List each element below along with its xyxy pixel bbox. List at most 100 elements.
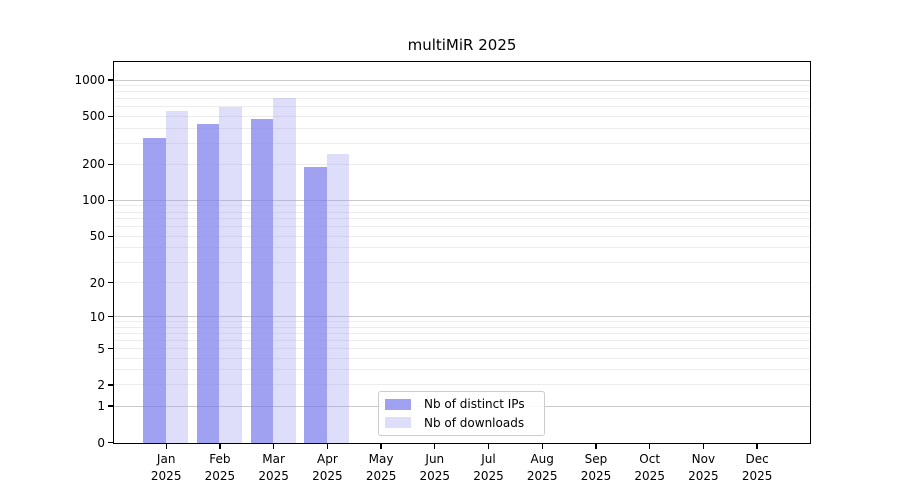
x-axis-tick-mark	[326, 444, 329, 449]
x-axis-tick-label-dec: Dec 2025	[742, 451, 773, 485]
x-tick-month-line: Mar	[262, 452, 285, 466]
gridline-minor	[114, 106, 810, 108]
gridline-minor	[114, 211, 810, 213]
y-axis-tick-label: 5	[97, 341, 105, 356]
x-axis-tick-mark	[702, 444, 705, 449]
gridline-major	[114, 316, 810, 318]
y-axis-tick-mark	[108, 282, 113, 284]
y-axis-tick-mark	[108, 199, 113, 202]
y-axis-tick-label: 100	[82, 193, 105, 208]
bar-downloads-mar	[273, 98, 296, 443]
legend-row-distinct-ips: Nb of distinct IPs	[385, 397, 544, 411]
x-axis-tick-mark	[165, 444, 167, 449]
x-axis-tick-mark	[380, 444, 382, 449]
x-axis-tick-label-may: May 2025	[366, 451, 397, 485]
y-axis-tick-mark	[108, 316, 113, 318]
x-tick-year-line: 2025	[580, 469, 612, 483]
gridline-minor	[114, 357, 810, 359]
y-axis-tick-label: 1	[97, 399, 105, 414]
gridline-minor	[114, 226, 810, 228]
gridline-minor	[114, 205, 810, 207]
x-tick-month-line: Oct	[639, 452, 661, 466]
chart-title: multiMiR 2025	[407, 36, 517, 54]
x-axis-tick-mark	[219, 444, 221, 449]
x-tick-month-line: Sep	[584, 452, 608, 466]
gridline-minor	[114, 369, 810, 371]
x-tick-month-line: Jun	[425, 452, 445, 466]
gridline-minor	[114, 339, 810, 341]
y-axis-tick-mark	[108, 163, 113, 165]
gridline-minor	[114, 115, 810, 117]
bar-distinct-ips-feb	[196, 123, 220, 443]
x-tick-year-line: 2025	[258, 469, 289, 483]
x-axis-tick-mark	[595, 444, 597, 449]
gridline-minor	[114, 98, 810, 100]
bar-downloads-apr	[326, 153, 350, 443]
x-tick-year-line: 2025	[688, 469, 719, 483]
y-axis-tick-label: 10	[89, 309, 105, 324]
x-tick-month-line: Feb	[209, 452, 231, 466]
x-axis-tick-mark	[649, 444, 651, 449]
y-axis-tick-mark	[108, 235, 113, 237]
y-axis-tick-label: 500	[82, 109, 105, 124]
x-tick-year-line: 2025	[419, 469, 451, 483]
x-tick-year-line: 2025	[365, 469, 397, 483]
gridline-major	[114, 199, 810, 201]
x-tick-year-line: 2025	[204, 469, 236, 483]
gridline-minor	[114, 235, 810, 237]
x-axis-tick-label-jun: Jun 2025	[420, 451, 451, 485]
x-tick-year-line: 2025	[312, 469, 343, 483]
y-axis-tick-mark	[108, 384, 113, 386]
y-axis-tick-mark	[108, 115, 113, 118]
x-tick-year-line: 2025	[634, 469, 665, 483]
y-axis-tick-label: 200	[82, 157, 105, 172]
y-axis-tick-mark	[108, 79, 113, 81]
x-axis-tick-label-oct: Oct 2025	[634, 451, 665, 485]
bar-distinct-ips-jan	[143, 138, 166, 443]
x-axis-tick-label-apr: Apr 2025	[312, 451, 343, 485]
gridline-minor	[114, 384, 810, 386]
x-axis-tick-label-feb: Feb 2025	[205, 451, 236, 485]
x-tick-month-line: Aug	[530, 452, 554, 466]
gridline-minor	[114, 247, 810, 249]
x-tick-month-line: Apr	[317, 452, 338, 466]
y-axis-tick-label: 1000	[74, 73, 105, 88]
legend-label-distinct-ips: Nb of distinct IPs	[424, 397, 525, 412]
gridline-minor	[114, 282, 810, 284]
x-axis-tick-label-mar: Mar 2025	[258, 451, 289, 485]
bar-distinct-ips-mar	[250, 119, 274, 443]
y-axis-tick-label: 2	[97, 377, 105, 392]
x-tick-year-line: 2025	[741, 469, 773, 483]
gridline-minor	[114, 127, 810, 129]
x-tick-month-line: Jan	[156, 452, 176, 466]
gridline-major	[114, 79, 810, 81]
y-axis-tick-label: 0	[97, 435, 105, 450]
x-tick-year-line: 2025	[150, 469, 182, 483]
gridline-minor	[114, 326, 810, 328]
bar-downloads-feb	[219, 107, 242, 443]
gridline-minor	[114, 218, 810, 220]
gridline-minor	[114, 332, 810, 334]
x-axis-tick-mark	[756, 444, 758, 449]
x-axis-tick-label-sep: Sep 2025	[581, 451, 612, 485]
x-axis-tick-mark	[487, 444, 490, 449]
x-tick-month-line: Nov	[691, 452, 716, 466]
x-axis-tick-mark	[434, 444, 436, 449]
x-tick-year-line: 2025	[526, 469, 558, 483]
plot-area	[113, 61, 811, 444]
bar-distinct-ips-apr	[304, 167, 327, 443]
gridline-minor	[114, 261, 810, 263]
legend-swatch-distinct-ips-icon	[385, 398, 411, 410]
y-axis-tick-mark	[108, 347, 113, 350]
gridline-minor	[114, 85, 810, 87]
gridline-minor	[114, 321, 810, 323]
gridline-minor	[114, 348, 810, 349]
bar-downloads-jan	[165, 111, 189, 443]
x-axis-tick-label-jan: Jan 2025	[151, 451, 182, 485]
x-tick-month-line: Jul	[481, 452, 496, 466]
x-tick-year-line: 2025	[473, 469, 504, 483]
y-axis-tick-mark	[108, 441, 113, 444]
gridline-minor	[114, 91, 810, 93]
y-axis-tick-mark	[108, 405, 113, 407]
